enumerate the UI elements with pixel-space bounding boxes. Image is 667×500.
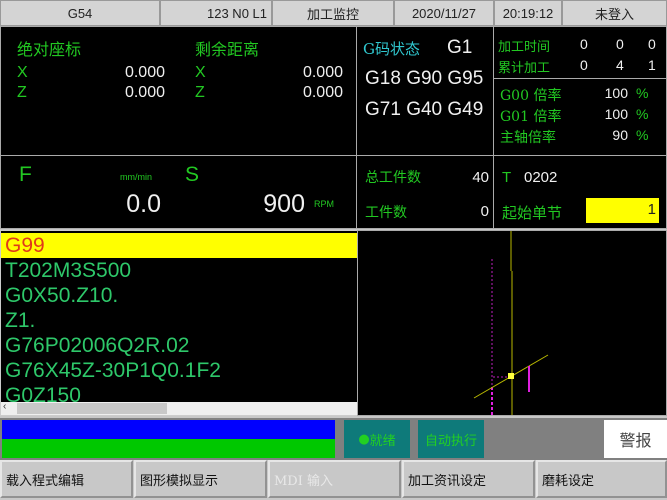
g00-rate-unit: % [636, 85, 649, 101]
program-line[interactable]: G0Z150 [5, 384, 81, 407]
auto-run-status: 自动执行 [418, 420, 484, 458]
tool-value: 0202 [524, 169, 558, 186]
machining-info-button[interactable]: 加工资讯设定 [402, 460, 535, 498]
position-panel: 绝对座标 剩余距离 X 0.000 Z 0.000 X 0.000 Z 0.00… [0, 26, 357, 156]
green-indicator [2, 439, 335, 458]
program-line-current[interactable]: G99 [1, 233, 357, 258]
part-count-value: 0 [480, 203, 489, 220]
load-program-edit-button[interactable]: 载入程式编辑 [0, 460, 133, 498]
wear-setting-button[interactable]: 磨耗设定 [536, 460, 667, 498]
abs-z-value: 0.000 [124, 84, 165, 101]
feed-label: F [19, 163, 32, 186]
gcode-current: G1 [447, 37, 473, 58]
time: 20:19:12 [494, 0, 562, 26]
tool-panel: T 0202 起始单节 1 [493, 155, 667, 229]
toolpath-svg [473, 231, 549, 415]
part-count-label: 工件数 [365, 205, 407, 221]
tool-marker [508, 373, 514, 379]
spindle-rate-label: 主轴倍率 [500, 130, 556, 146]
abs-x-value: 0.000 [124, 64, 165, 81]
abs-title: 绝对座标 [17, 40, 82, 59]
g00-rate-label: G00 倍率 [500, 88, 562, 104]
program-list[interactable]: G99 T202M3S500 G0X50.Z10. Z1. G76P02006Q… [0, 230, 358, 416]
ready-dot-icon: ● [358, 431, 370, 447]
start-block-input[interactable]: 1 [586, 198, 659, 223]
tool-label: T [502, 169, 512, 186]
mode-title: 加工监控 [272, 0, 394, 26]
scrollbar-thumb[interactable] [17, 403, 167, 414]
spindle-rate-unit: % [636, 127, 649, 143]
ready-label: 就绪 [369, 433, 396, 449]
g01-rate-value: 100 [604, 106, 628, 122]
machining-time-h: 0 [580, 36, 588, 52]
feed-spindle-panel: F mm/min 0.0 S 900 RPM [0, 155, 357, 229]
blue-indicator [2, 420, 335, 439]
abs-z-label: Z [17, 84, 27, 101]
g01-rate-label: G01 倍率 [500, 109, 562, 125]
gcode-title: G码状态 [363, 40, 420, 58]
total-count-label: 总工件数 [365, 170, 421, 186]
g01-rate-unit: % [636, 106, 649, 122]
date: 2020/11/27 [394, 0, 494, 26]
spindle-value: 900 [263, 190, 305, 218]
program-line[interactable]: G76X45Z-30P1Q0.1F2 [5, 359, 221, 382]
total-count-value: 40 [472, 169, 489, 186]
cumulative-m: 4 [616, 57, 624, 73]
machining-time-s: 0 [648, 36, 656, 52]
machining-time-label: 加工时间 [498, 40, 551, 55]
program-line[interactable]: Z1. [5, 309, 36, 332]
program-info: 123 N0 L1 [160, 0, 272, 26]
time-panel: 加工时间 0 0 0 累计加工 0 4 1 [493, 26, 667, 79]
feed-unit: mm/min [120, 172, 152, 182]
spindle-rate-value: 90 [612, 127, 628, 143]
count-panel: 总工件数 40 工件数 0 [356, 155, 494, 229]
g00-rate-value: 100 [604, 85, 628, 101]
spindle-label: S [185, 163, 200, 186]
gcode-line2: G71 G40 G49 [365, 99, 484, 120]
abs-x-label: X [17, 64, 28, 81]
alarm-button[interactable]: 警报 [604, 420, 667, 458]
gcode-line1: G18 G90 G95 [365, 68, 484, 89]
horizontal-scrollbar[interactable]: ‹ [1, 401, 357, 415]
cumulative-s: 1 [648, 57, 656, 73]
remain-z-value: 0.000 [302, 84, 343, 101]
program-line[interactable]: G76P02006Q2R.02 [5, 334, 190, 357]
remain-x-label: X [195, 64, 206, 81]
start-block-label: 起始单节 [502, 204, 563, 222]
remain-z-label: Z [195, 84, 205, 101]
spindle-unit: RPM [314, 199, 334, 209]
gcode-panel: G码状态 G1 G18 G90 G95 G71 G40 G49 [356, 26, 494, 156]
graphic-simulation-button[interactable]: 图形模拟显示 [134, 460, 267, 498]
status-bar: ● 就绪 自动执行 警报 [0, 418, 667, 460]
program-line[interactable]: G0X50.Z10. [5, 284, 119, 307]
cumulative-label: 累计加工 [498, 61, 551, 76]
mdi-input-button[interactable]: MDI 输入 [268, 460, 401, 498]
machining-time-m: 0 [616, 36, 624, 52]
toolpath-graphic [357, 230, 667, 416]
user-status[interactable]: 未登入 [562, 0, 667, 26]
scroll-left-icon[interactable]: ‹ [3, 401, 7, 412]
rate-panel: G00 倍率 100 % G01 倍率 100 % 主轴倍率 90 % [493, 78, 667, 156]
ready-status: ● 就绪 [344, 420, 410, 458]
coord-system: G54 [0, 0, 160, 26]
program-line[interactable]: T202M3S500 [5, 259, 132, 282]
remain-x-value: 0.000 [302, 64, 343, 81]
cumulative-h: 0 [580, 57, 588, 73]
feed-value: 0.0 [126, 190, 161, 218]
remain-title: 剩余距离 [195, 40, 260, 59]
